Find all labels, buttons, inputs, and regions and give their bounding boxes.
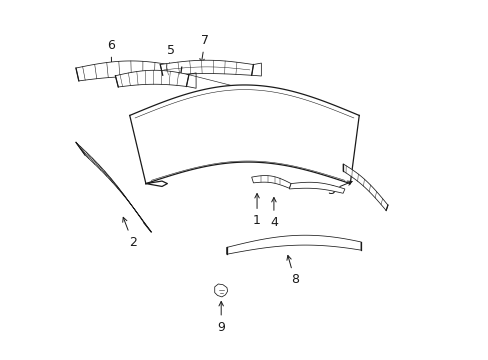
Text: 3: 3 [326,181,351,197]
Text: 8: 8 [286,256,298,286]
Polygon shape [214,284,227,297]
Text: 4: 4 [269,198,277,229]
Polygon shape [289,182,344,193]
Polygon shape [129,85,359,184]
Polygon shape [251,176,290,188]
Polygon shape [76,61,182,81]
Polygon shape [343,164,387,211]
Text: 9: 9 [217,301,224,334]
Text: 5: 5 [166,44,175,76]
Polygon shape [115,70,188,87]
Text: 7: 7 [200,33,209,63]
Text: 1: 1 [253,194,261,227]
Polygon shape [226,235,360,254]
Text: 2: 2 [122,217,136,249]
Polygon shape [76,142,151,232]
Text: 6: 6 [107,39,115,71]
Polygon shape [160,60,253,75]
